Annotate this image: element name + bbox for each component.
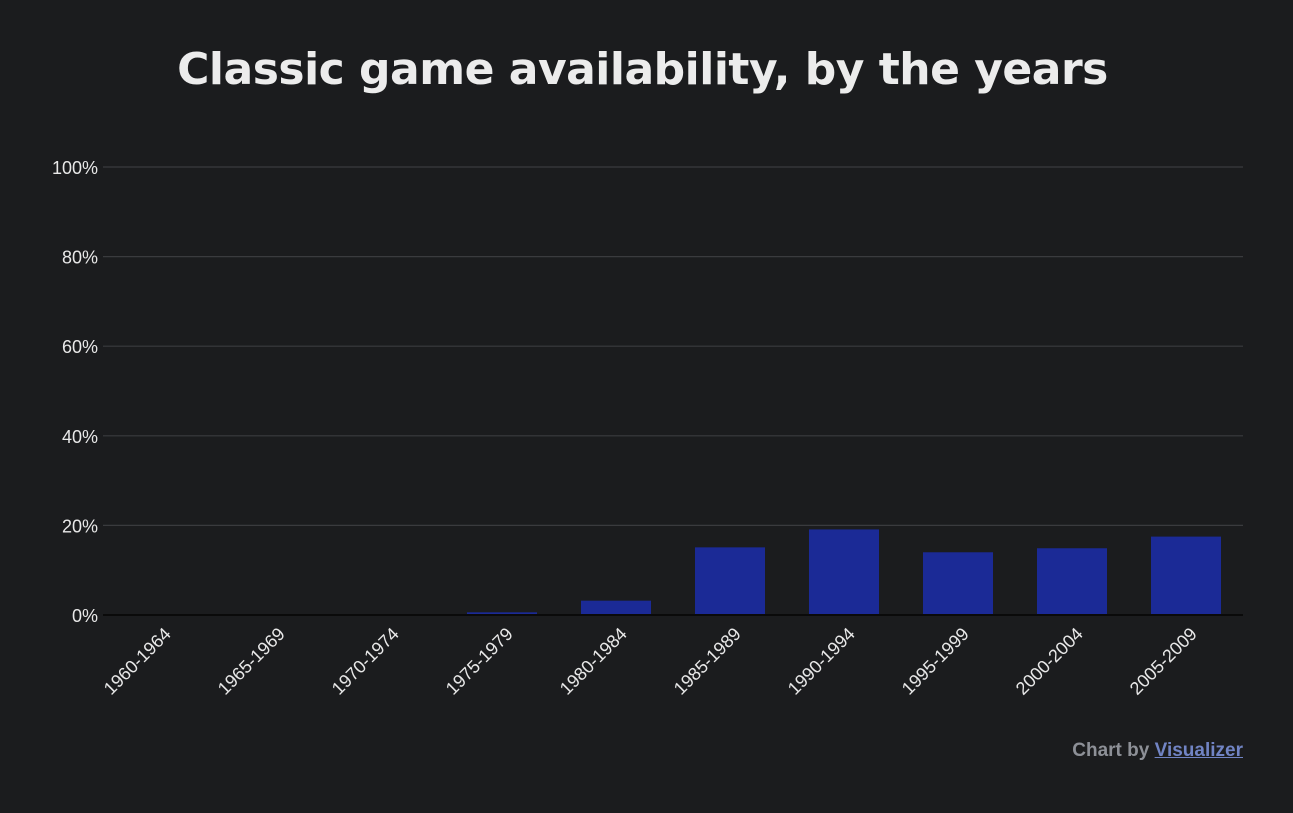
- bar-1980-1984[interactable]: [581, 600, 651, 615]
- chart-title: Classic game availability, by the years: [177, 44, 1108, 95]
- y-tick-label: 100%: [52, 158, 98, 178]
- bar-1990-1994[interactable]: [809, 529, 879, 615]
- y-tick-label: 40%: [62, 427, 98, 447]
- x-tick-label: 1965-1969: [214, 624, 289, 699]
- x-tick-label: 1970-1974: [328, 624, 403, 699]
- x-tick-label: 1985-1989: [670, 624, 745, 699]
- visualizer-link[interactable]: Visualizer: [1154, 740, 1243, 761]
- bar-1995-1999[interactable]: [923, 552, 993, 615]
- chart-credit: Chart by Visualizer: [1072, 740, 1243, 762]
- x-tick-label: 1975-1979: [442, 624, 517, 699]
- bars: [467, 529, 1221, 615]
- y-tick-label: 60%: [62, 337, 98, 357]
- bar-1975-1979[interactable]: [467, 612, 537, 615]
- gridlines: [103, 166, 1243, 527]
- bar-2000-2004[interactable]: [1037, 548, 1107, 615]
- x-tick-label: 1990-1994: [784, 624, 859, 699]
- bar-2005-2009[interactable]: [1151, 536, 1221, 615]
- x-tick-label: 2005-2009: [1126, 624, 1201, 699]
- x-tick-label: 1980-1984: [556, 624, 631, 699]
- x-tick-label: 1995-1999: [898, 624, 973, 699]
- x-tick-label: 2000-2004: [1012, 624, 1087, 699]
- x-tick-label: 1960-1964: [100, 624, 175, 699]
- y-axis-ticks: 0% 20% 40% 60% 80% 100%: [52, 158, 98, 626]
- x-axis-ticks: 1960-1964 1965-1969 1970-1974 1975-1979 1980…: [100, 624, 1201, 699]
- y-tick-label: 0%: [72, 606, 98, 626]
- credit-prefix: Chart by: [1072, 740, 1155, 761]
- y-tick-label: 20%: [62, 516, 98, 536]
- bar-1985-1989[interactable]: [695, 547, 765, 615]
- y-tick-label: 80%: [62, 248, 98, 268]
